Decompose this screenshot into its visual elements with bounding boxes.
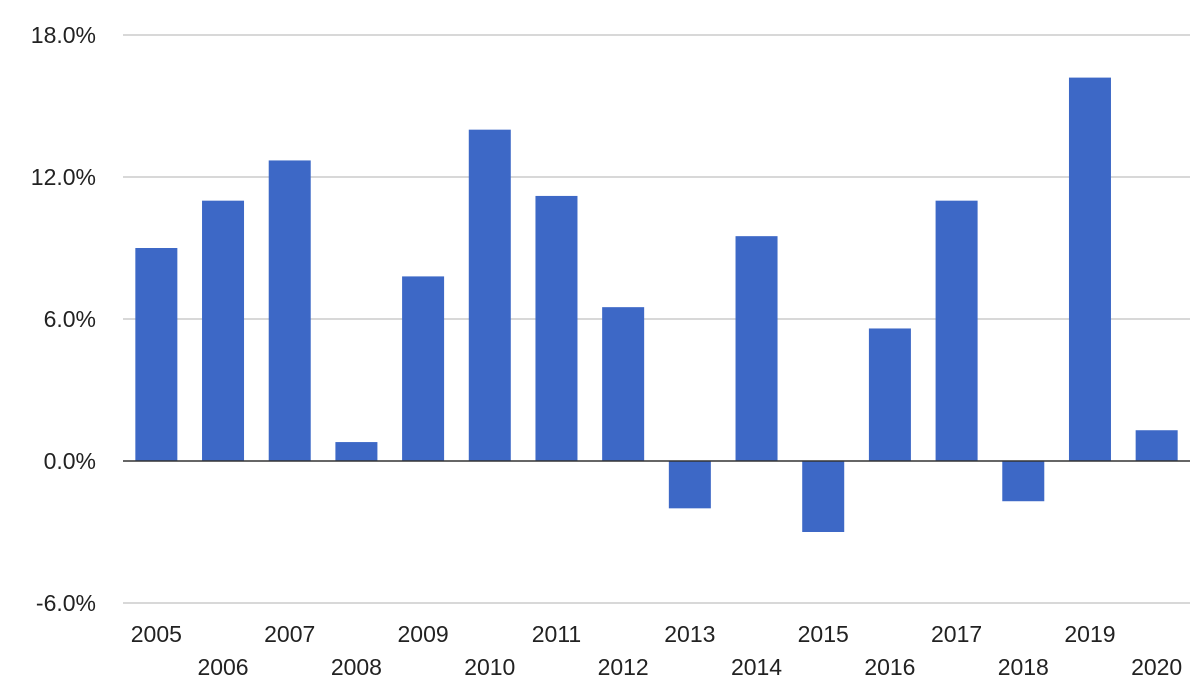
x-tick-label: 2013 bbox=[664, 621, 715, 647]
x-tick-label: 2014 bbox=[731, 654, 782, 680]
x-tick-label: 2005 bbox=[131, 621, 182, 647]
bar-2009 bbox=[402, 276, 445, 461]
y-tick-label: 18.0% bbox=[31, 22, 96, 48]
bar-2006 bbox=[202, 200, 245, 461]
x-tick-label: 2006 bbox=[197, 654, 248, 680]
x-tick-label: 2019 bbox=[1064, 621, 1115, 647]
bar-2012 bbox=[602, 307, 645, 461]
y-axis-tick-labels: -6.0% 0.0% 6.0% 12.0% 18.0% bbox=[31, 22, 96, 616]
y-tick-label: 6.0% bbox=[44, 306, 96, 332]
bar-2010 bbox=[468, 129, 511, 461]
x-tick-label: 2018 bbox=[998, 654, 1049, 680]
x-tick-label: 2017 bbox=[931, 621, 982, 647]
y-tick-label: -6.0% bbox=[36, 590, 96, 616]
x-tick-label: 2008 bbox=[331, 654, 382, 680]
bar-2019 bbox=[1068, 77, 1111, 461]
bar-2018 bbox=[1002, 461, 1045, 502]
x-tick-label: 2012 bbox=[598, 654, 649, 680]
bar-2017 bbox=[935, 200, 978, 461]
y-tick-label: 0.0% bbox=[44, 448, 96, 474]
bar-2015 bbox=[802, 461, 845, 532]
x-tick-label: 2016 bbox=[864, 654, 915, 680]
x-tick-label: 2009 bbox=[398, 621, 449, 647]
bar-2016 bbox=[868, 328, 911, 461]
bar-2007 bbox=[268, 160, 311, 461]
x-tick-label: 2011 bbox=[532, 621, 581, 647]
x-tick-label: 2007 bbox=[264, 621, 315, 647]
y-tick-label: 12.0% bbox=[31, 164, 96, 190]
x-axis-tick-labels: 2005 2006 2007 2008 2009 2010 2011 2012 2013 2014… bbox=[131, 621, 1182, 680]
bar-2005 bbox=[135, 248, 178, 461]
x-tick-label: 2015 bbox=[798, 621, 849, 647]
bar-2020 bbox=[1135, 430, 1178, 461]
bars bbox=[135, 77, 1178, 532]
x-tick-label: 2020 bbox=[1131, 654, 1182, 680]
bar-2011 bbox=[535, 195, 578, 461]
x-tick-label: 2010 bbox=[464, 654, 515, 680]
bar-2008 bbox=[335, 442, 378, 461]
bar-2014 bbox=[735, 236, 778, 461]
bar-2013 bbox=[668, 461, 711, 509]
